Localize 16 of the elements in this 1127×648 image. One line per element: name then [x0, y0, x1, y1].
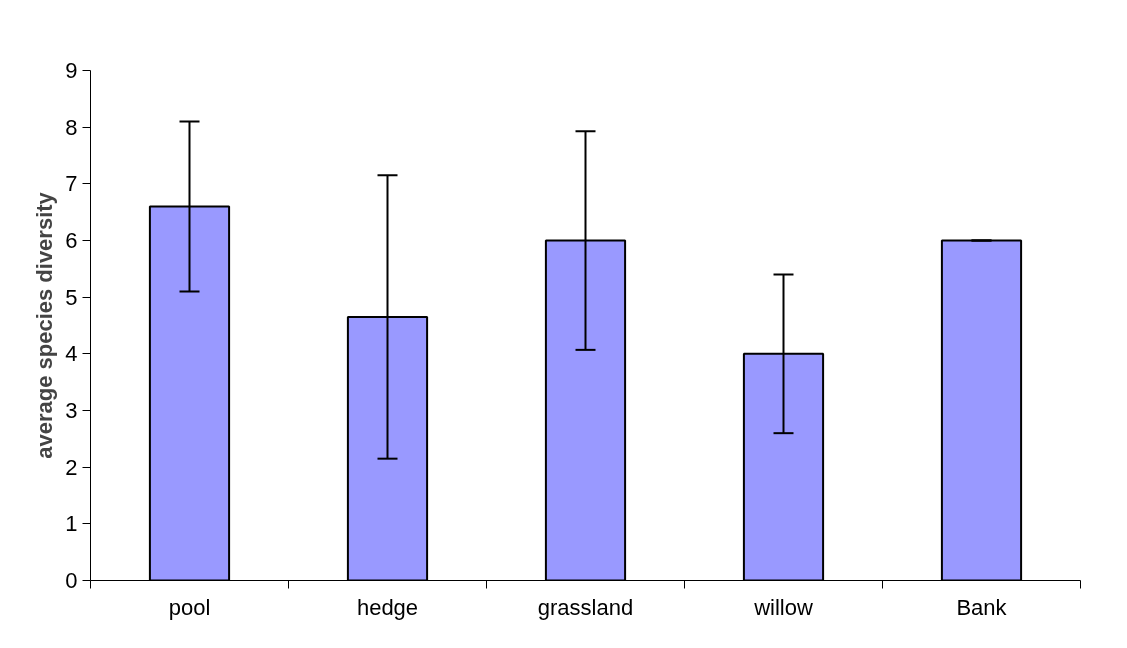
- y-tick-label: 9: [65, 58, 78, 83]
- x-tick-label: Bank: [956, 594, 1008, 620]
- x-tick-label: willow: [753, 594, 813, 620]
- x-tick-label: hedge: [356, 594, 419, 620]
- y-tick-label: 4: [65, 341, 78, 367]
- y-tick-label: 1: [65, 511, 78, 537]
- y-tick-label: 7: [65, 171, 78, 197]
- y-tick-label: 2: [65, 454, 78, 480]
- x-tick-label: pool: [168, 594, 211, 620]
- y-tick-label: 0: [65, 568, 78, 593]
- y-tick-label: 3: [65, 398, 78, 423]
- y-tick-label: 6: [65, 228, 78, 253]
- x-tick-label: grassland: [537, 594, 634, 620]
- y-axis-title: average species diversity: [32, 191, 58, 459]
- y-tick-label: 8: [65, 114, 78, 140]
- y-tick-label: 5: [65, 284, 78, 310]
